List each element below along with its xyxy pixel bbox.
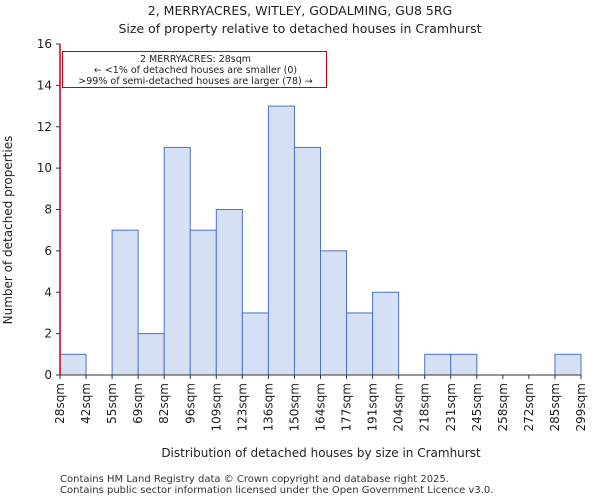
x-tick-label: 218sqm (418, 383, 432, 431)
bar-69sqm (137, 333, 165, 376)
x-tick-label: 109sqm (209, 383, 223, 431)
annotation-line-3: >99% of semi-detached houses are larger … (78, 76, 313, 87)
annotation-box: 2 MERRYACRES: 28sqm ← <1% of detached ho… (62, 51, 327, 88)
y-tick-label: 2 (44, 327, 52, 341)
x-tick-label: 136sqm (261, 383, 275, 431)
bar-177sqm (346, 312, 374, 376)
y-tick-label: 8 (44, 203, 52, 217)
x-tick-label: 191sqm (366, 383, 380, 431)
x-tick-label: 299sqm (574, 383, 588, 431)
bar-150sqm (293, 146, 322, 376)
bar-231sqm (450, 353, 478, 376)
x-tick-label: 69sqm (131, 383, 145, 424)
y-tick-label: 10 (37, 161, 52, 175)
y-tick-label: 4 (44, 285, 52, 299)
annotation-line-1: 2 MERRYACRES: 28sqm (139, 54, 252, 65)
x-tick-label: 177sqm (340, 383, 354, 431)
footer-line-2: Contains public sector information licen… (60, 485, 494, 496)
bar-28sqm (59, 353, 87, 376)
x-tick-label: 28sqm (53, 383, 67, 424)
x-tick-label: 42sqm (79, 383, 93, 424)
bar-218sqm (424, 353, 452, 376)
y-axis-label: Number of detached properties (1, 136, 15, 325)
footer-line-1: Contains HM Land Registry data © Crown c… (60, 474, 449, 485)
y-tick-label: 14 (37, 78, 52, 92)
y-tick-label: 0 (44, 368, 52, 382)
x-tick-label: 245sqm (470, 383, 484, 431)
bar-109sqm (215, 209, 243, 376)
x-tick-label: 164sqm (314, 383, 328, 431)
chart-subtitle: Size of property relative to detached ho… (118, 21, 482, 36)
x-axis-label: Distribution of detached houses by size … (161, 446, 481, 460)
x-tick-label: 204sqm (392, 383, 406, 431)
bar-191sqm (372, 291, 400, 376)
bar-82sqm (163, 146, 191, 376)
x-tick-label: 231sqm (444, 383, 458, 431)
y-tick-label: 6 (44, 244, 52, 258)
y-tick-label: 12 (37, 120, 52, 134)
bar-136sqm (267, 105, 295, 376)
x-tick-label: 96sqm (183, 383, 197, 424)
chart-title: 2, MERRYACRES, WITLEY, GODALMING, GU8 5R… (147, 3, 453, 18)
x-tick-label: 258sqm (496, 383, 510, 431)
bar-285sqm (554, 353, 582, 376)
bar-96sqm (189, 229, 217, 376)
x-tick-label: 285sqm (548, 383, 562, 431)
x-tick-label: 150sqm (287, 383, 301, 431)
annotation-line-2: ← <1% of detached houses are smaller (0) (93, 65, 298, 76)
bar-55sqm (111, 229, 139, 376)
bar-123sqm (241, 312, 269, 376)
bar-164sqm (320, 250, 348, 376)
x-tick-label: 272sqm (522, 383, 536, 431)
x-tick-label: 55sqm (105, 383, 119, 424)
y-tick-label: 16 (37, 37, 52, 51)
x-tick-label: 82sqm (157, 383, 171, 424)
x-tick-label: 123sqm (235, 383, 249, 431)
